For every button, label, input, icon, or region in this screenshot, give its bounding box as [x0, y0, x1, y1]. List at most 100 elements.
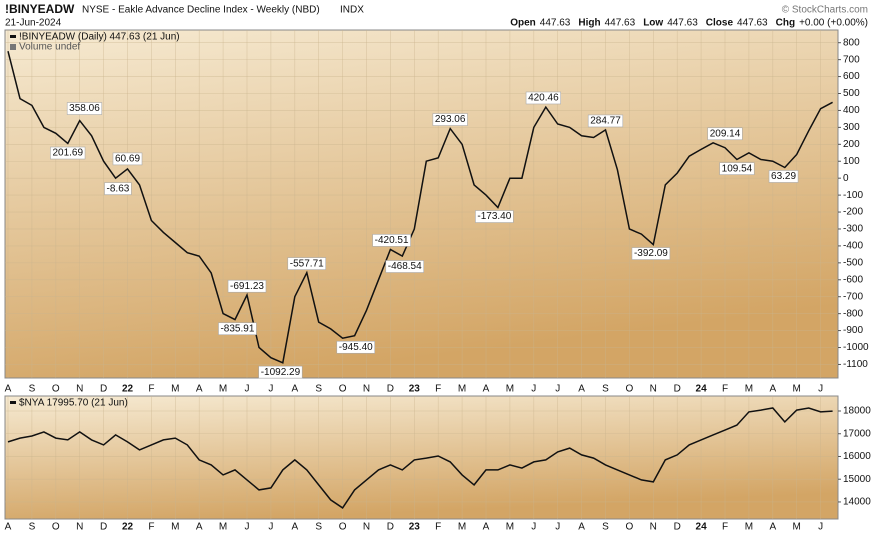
y-tick-label: 14000 [843, 497, 871, 508]
annotation-box [587, 114, 624, 128]
quote-label: Open [510, 18, 536, 29]
x-tick-label: A [769, 384, 776, 395]
x-tick-label: M [458, 384, 466, 395]
annotation-label: 284.77 [590, 116, 621, 127]
x-tick-label: D [100, 522, 107, 533]
quote-value: +0.00 (+0.00%) [799, 18, 868, 29]
y-tick-label: 16000 [843, 451, 871, 462]
line [7, 407, 833, 509]
x-tick-label: O [339, 522, 347, 533]
y-tick-label: -300 [843, 224, 863, 235]
x-tick-label: D [674, 522, 681, 533]
y-tick-label: -600 [843, 274, 863, 285]
annotation-box [385, 260, 425, 273]
x-tick-label: J [531, 384, 536, 395]
annotation-label: -691.23 [230, 281, 264, 292]
y-tick-label: -1000 [843, 342, 869, 353]
annotation-box [631, 247, 671, 260]
x-tick-label: A [196, 522, 203, 533]
y-tick-label: -100 [843, 190, 863, 201]
y-tick-label: 400 [843, 105, 860, 116]
quote-value: 447.63 [737, 18, 768, 29]
annotation-box [768, 170, 799, 183]
x-tick-label: N [363, 522, 370, 533]
x-tick-label: M [793, 384, 801, 395]
note-icon [10, 44, 16, 50]
legend-label: !BINYEADW (Daily) 447.63 (21 Jun) [19, 32, 180, 43]
exchange: INDX [340, 5, 364, 16]
annotation-label: -173.40 [477, 211, 511, 222]
x-tick-label: A [291, 384, 298, 395]
x-tick-label: O [52, 384, 60, 395]
date: 21-Jun-2024 [5, 18, 62, 29]
y-tick-label: -500 [843, 257, 863, 268]
x-tick-label: N [650, 384, 657, 395]
y-tick-label: 200 [843, 139, 860, 150]
annotation-label: -557.71 [290, 258, 324, 269]
y-tick-label: 700 [843, 54, 860, 65]
annotation-box [475, 210, 514, 223]
x-tick-label: 23 [409, 522, 421, 533]
quote-value: 447.63 [667, 18, 698, 29]
x-tick-label: J [245, 522, 250, 533]
legend-swatch [10, 401, 16, 404]
x-tick-label: S [29, 384, 36, 395]
x-tick-label: M [219, 384, 227, 395]
y-tick-label: 300 [843, 122, 860, 133]
annotation-label: 63.29 [771, 171, 796, 182]
annotation-label: -420.51 [375, 235, 409, 246]
annotation-label: 420.46 [528, 93, 559, 104]
x-tick-label: 24 [696, 522, 708, 533]
x-tick-label: M [793, 522, 801, 533]
legend-swatch [10, 35, 16, 38]
quote-label: Chg [776, 18, 795, 29]
x-tick-label: J [531, 522, 536, 533]
x-tick-label: A [578, 384, 585, 395]
line [7, 51, 833, 364]
plot-area [4, 395, 839, 520]
x-tick-label: M [506, 522, 514, 533]
plot-area [4, 29, 839, 379]
quote-label: High [578, 18, 600, 29]
x-tick-label: M [506, 384, 514, 395]
x-tick-label: J [555, 522, 560, 533]
note: Volume undef [19, 42, 80, 53]
x-tick-label: J [818, 522, 823, 533]
x-tick-label: D [387, 522, 394, 533]
y-tick-label: 17000 [843, 428, 871, 439]
annotation-label: -1092.29 [261, 367, 301, 378]
x-tick-label: J [268, 384, 273, 395]
x-tick-label: 22 [122, 384, 134, 395]
x-tick-label: J [268, 522, 273, 533]
x-tick-label: D [674, 384, 681, 395]
annotation-label: 358.06 [69, 103, 100, 114]
y-tick-label: -800 [843, 308, 863, 319]
x-tick-label: A [196, 384, 203, 395]
y-tick-label: 500 [843, 88, 860, 99]
x-tick-label: S [315, 522, 322, 533]
x-tick-label: F [722, 384, 728, 395]
x-tick-label: D [387, 384, 394, 395]
quote-value: 447.63 [605, 18, 636, 29]
annotation-label: -392.09 [634, 248, 668, 259]
annotation-box [525, 91, 561, 105]
annotation-label: -8.63 [107, 183, 130, 194]
x-tick-label: A [291, 522, 298, 533]
annotation-box [112, 152, 143, 166]
annotation-label: 293.06 [435, 114, 466, 125]
x-tick-label: J [555, 384, 560, 395]
annotation-box [218, 322, 257, 336]
x-tick-label: A [5, 384, 12, 395]
annotation-box [287, 257, 327, 270]
annotation-box [104, 182, 132, 195]
y-tick-label: 600 [843, 71, 860, 82]
quote-value: 447.63 [540, 18, 571, 29]
annotation-box [50, 146, 86, 160]
y-tick-label: 18000 [843, 406, 871, 417]
title: NYSE - Eakle Advance Decline Index - Wee… [82, 5, 320, 16]
x-tick-label: S [602, 522, 609, 533]
annotation-label: -468.54 [388, 261, 422, 272]
legend-label: $NYA 17995.70 (21 Jun) [19, 398, 128, 409]
x-tick-label: S [602, 384, 609, 395]
